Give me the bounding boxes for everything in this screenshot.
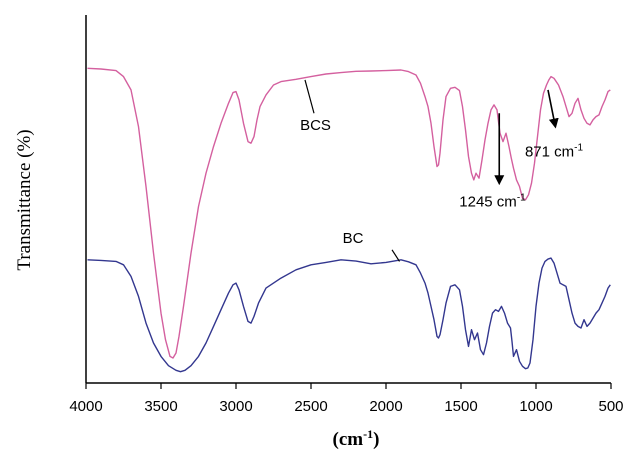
x-tick-label: 1000 xyxy=(519,398,552,415)
y-axis-title: Transmittance (%) xyxy=(14,129,35,270)
x-tick-label: 2000 xyxy=(369,398,402,415)
annotation-label: 871 cm-1 xyxy=(525,143,584,161)
x-ticks: 4000 3500 3000 2500 2000 1500 1000 500 xyxy=(69,383,624,415)
series-layer xyxy=(87,67,611,373)
series-line-bcs xyxy=(87,67,611,359)
x-tick-label: 500 xyxy=(598,398,623,415)
annotation-label: BC xyxy=(343,230,364,247)
x-tick-label: 3000 xyxy=(219,398,252,415)
annotation-leader xyxy=(304,79,315,114)
x-tick-label: 4000 xyxy=(69,398,102,415)
annotation-label: 1245 cm-1 xyxy=(459,193,526,211)
annotation-arrow xyxy=(547,89,559,129)
x-tick-label: 3500 xyxy=(144,398,177,415)
annotation-label: BCS xyxy=(300,117,331,134)
annotation-layer: BCS BC 1245 cm-1 871 cm-1 xyxy=(300,79,584,262)
annotation-leader xyxy=(391,249,401,262)
series-line-bc xyxy=(87,257,611,373)
x-tick-label: 2500 xyxy=(294,398,327,415)
x-tick-label: 1500 xyxy=(444,398,477,415)
x-axis-title: (cm-1) xyxy=(333,427,380,450)
